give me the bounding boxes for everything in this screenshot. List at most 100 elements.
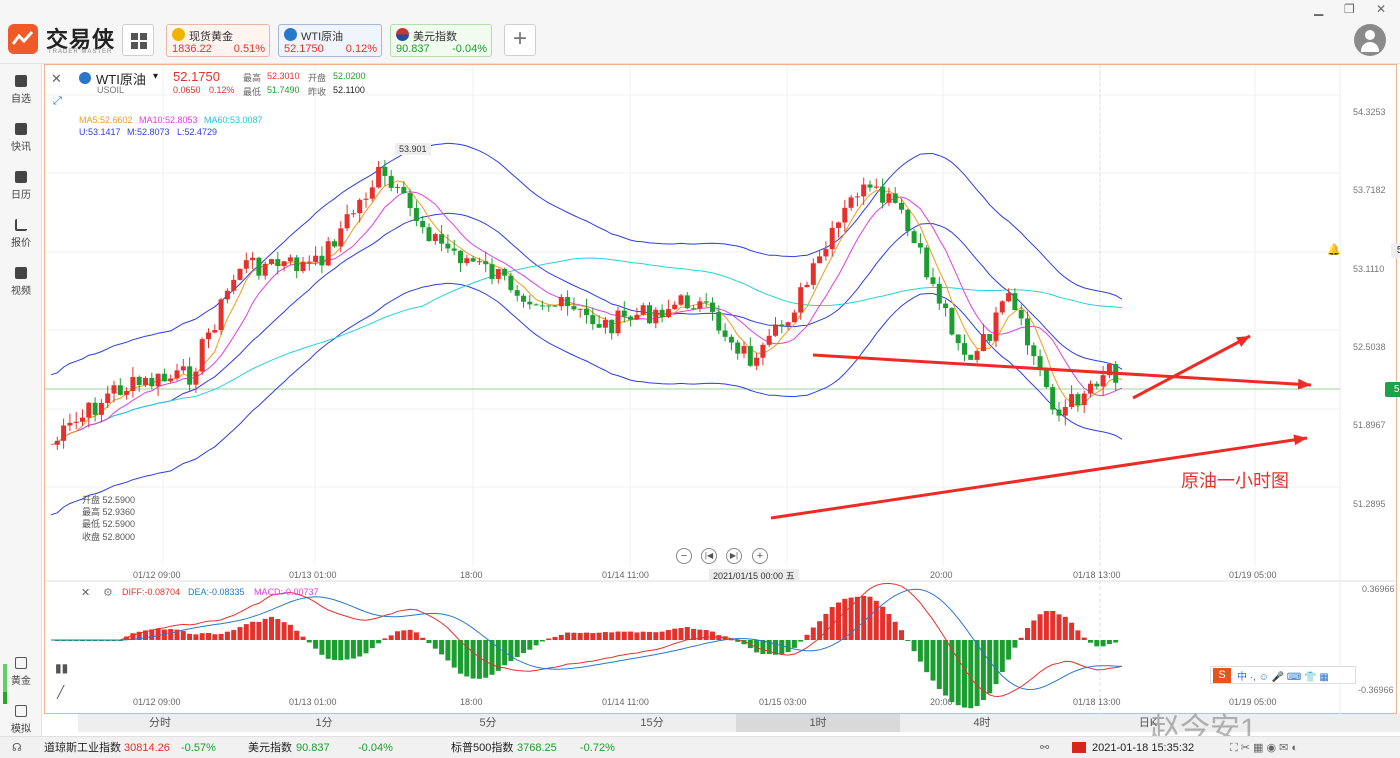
macd-bar: [899, 630, 904, 640]
news-icon: [15, 123, 27, 135]
ticker-price: 90.837: [396, 43, 430, 55]
macd-bar: [728, 639, 734, 641]
scroll-end-button[interactable]: ▶|: [726, 548, 742, 564]
zoom-out-button[interactable]: −: [676, 548, 692, 564]
candle-body: [1006, 293, 1012, 302]
macd-settings-icon[interactable]: ⚙: [103, 587, 113, 599]
macd-bar: [199, 633, 205, 640]
ticker-gold[interactable]: 现货黄金 1836.22 0.51%: [166, 24, 270, 57]
macd-bar: [602, 632, 608, 640]
zoom-in-button[interactable]: +: [752, 548, 768, 564]
candle-body: [388, 175, 394, 188]
candle-body: [773, 324, 778, 336]
candle-body: [968, 354, 974, 360]
candle-body: [155, 373, 161, 387]
candle-body: [149, 377, 155, 387]
macd-bar: [741, 640, 747, 645]
candle-body: [829, 227, 835, 250]
scroll-start-button[interactable]: |◀: [701, 548, 717, 564]
candle-body: [350, 213, 356, 215]
candle-body: [306, 261, 312, 263]
status-index-name[interactable]: 美元指数: [248, 742, 292, 754]
status-index-name[interactable]: 道琼斯工业指数: [44, 742, 121, 754]
candle-body: [275, 259, 281, 267]
expand-icon[interactable]: ⤢: [53, 95, 62, 107]
candle-body: [294, 257, 300, 272]
nav-item-gold[interactable]: 黄金: [0, 652, 42, 692]
tab-timeshare[interactable]: 分时: [149, 717, 171, 729]
ime-toolbar[interactable]: S 中 ·, ☺ 🎤 ⌨ 👕 ▦: [1210, 666, 1356, 684]
nav-item-calendar[interactable]: 日历: [0, 166, 42, 206]
nav-label: 日历: [11, 190, 31, 201]
candlestick-chart[interactable]: [45, 65, 1398, 715]
candle-body: [319, 255, 325, 266]
ma10-legend: MA10:52.8053: [139, 115, 198, 125]
macd-bar: [325, 640, 331, 659]
candle-body: [199, 339, 205, 372]
tab-5min[interactable]: 5分: [479, 717, 497, 729]
resistance-arrow-head: [1297, 378, 1311, 390]
close-icon[interactable]: ✕: [1376, 2, 1387, 16]
macd-bar: [313, 640, 319, 649]
macd-bar: [779, 640, 785, 655]
ticker-usd-index[interactable]: 美元指数 90.837 -0.04%: [390, 24, 492, 57]
bell-icon[interactable]: 🔔: [1327, 244, 1341, 256]
macd-bar: [684, 627, 690, 640]
macd-bar: [149, 629, 155, 640]
candle-body: [1050, 387, 1056, 410]
symbol-name[interactable]: WTI原油: [96, 72, 146, 87]
candle-body: [741, 346, 747, 354]
nav-item-video[interactable]: 视频: [0, 262, 42, 302]
indicator-tool-icon[interactable]: ▮▮: [55, 661, 69, 675]
close-macd-icon[interactable]: ✕: [81, 587, 91, 599]
tab-daily[interactable]: 日K: [1138, 717, 1158, 729]
minimize-icon[interactable]: ▁: [1314, 2, 1324, 16]
tab-1min[interactable]: 1分: [315, 717, 333, 729]
macd-diff-legend: DIFF:-0.08704: [122, 587, 181, 597]
user-avatar[interactable]: [1354, 24, 1386, 56]
headset-icon[interactable]: ☊: [12, 742, 22, 754]
tab-4hour[interactable]: 4时: [973, 717, 991, 729]
add-ticker-button[interactable]: +: [504, 24, 536, 56]
candle-body: [880, 186, 886, 203]
ticker-wti[interactable]: WTI原油 52.1750 0.12%: [278, 24, 382, 57]
macd-bar: [672, 628, 678, 640]
macd-bar: [483, 640, 489, 678]
macd-bar: [754, 640, 760, 653]
tab-15min[interactable]: 15分: [640, 717, 664, 729]
tab-1hour[interactable]: 1时: [736, 714, 900, 732]
tray-icons[interactable]: ⛶ ✂ ▦ ◉ ✉ ◐: [1230, 742, 1299, 754]
status-index-name[interactable]: 标普500指数: [451, 742, 514, 754]
candle-body: [514, 290, 520, 296]
layout-grid-button[interactable]: [122, 24, 154, 56]
ime-logo-icon: S: [1213, 668, 1231, 683]
macd-bar: [521, 640, 526, 654]
prev-close-label: 昨收: [308, 87, 327, 97]
candle-body: [609, 319, 615, 334]
macd-bar: [854, 596, 860, 640]
draw-line-tool-icon[interactable]: ╱: [57, 685, 65, 699]
macd-bar: [357, 640, 363, 657]
macd-bar: [130, 633, 136, 640]
candle-body: [432, 234, 438, 242]
status-index-value: 30814.26: [124, 742, 170, 754]
restore-icon[interactable]: ❐: [1344, 2, 1355, 16]
ticker-pct: -0.04%: [452, 43, 487, 55]
ticker-name: 现货黄金: [189, 31, 233, 43]
chevron-down-icon[interactable]: ▾: [153, 71, 159, 82]
network-icon[interactable]: ⚯: [1040, 742, 1050, 754]
bookmark-icon: [15, 75, 27, 87]
logo-icon: [8, 24, 38, 54]
macd-bar: [193, 634, 199, 640]
nav-item-news[interactable]: 快讯: [0, 118, 42, 158]
ma5-legend: MA5:52.6602: [79, 115, 133, 125]
close-chart-icon[interactable]: ✕: [51, 71, 62, 86]
price-axis-tick: 51.8967: [1353, 420, 1386, 430]
macd-bar: [999, 640, 1005, 672]
candle-body: [124, 390, 130, 395]
nav-item-watchlist[interactable]: 自选: [0, 70, 42, 110]
nav-item-quotes[interactable]: 报价: [0, 214, 42, 254]
nav-item-simulate[interactable]: 模拟: [0, 700, 42, 740]
breakout-arrow: [1132, 334, 1251, 400]
macd-bar: [1094, 640, 1100, 647]
